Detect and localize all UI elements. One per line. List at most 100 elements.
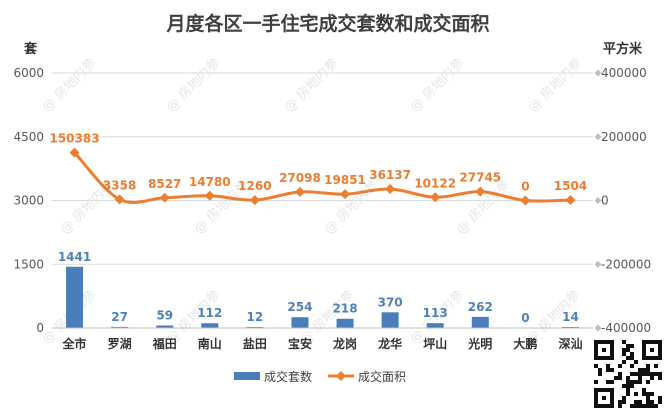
- right-tick-marker: [594, 69, 602, 77]
- qr-module: [618, 400, 622, 404]
- qr-finder-core: [650, 348, 654, 352]
- qr-module: [626, 384, 630, 388]
- x-tick-label: 龙华: [378, 336, 402, 351]
- qr-module: [630, 404, 634, 408]
- chart-title: 月度各区一手住宅成交套数和成交面积: [165, 12, 489, 35]
- qr-module: [594, 364, 598, 368]
- qr-module: [650, 404, 654, 408]
- qr-module: [626, 392, 630, 396]
- qr-module: [634, 404, 638, 408]
- qr-module: [638, 376, 642, 380]
- right-tick-label: -200000: [601, 257, 651, 271]
- left-tick-label: 6000: [13, 66, 44, 80]
- bar-data-label: 112: [197, 306, 222, 320]
- right-tick-label: 0: [601, 194, 609, 208]
- qr-module: [634, 392, 638, 396]
- legend-label-bar: 成交套数: [264, 369, 312, 384]
- qr-finder-core: [602, 396, 606, 400]
- qr-module: [658, 400, 662, 404]
- x-tick-label: 宝安: [288, 336, 312, 351]
- x-tick-label: 深汕: [558, 336, 582, 351]
- line-data-label: 0: [521, 180, 529, 194]
- qr-module: [622, 384, 626, 388]
- line-marker: [159, 192, 170, 203]
- qr-module: [634, 400, 638, 404]
- axes: 0 1500 3000 4500 6000 -400000 -200000 0 200000 40…: [13, 66, 651, 351]
- bar: [111, 326, 129, 328]
- line-marker: [475, 186, 486, 197]
- qr-module: [642, 404, 646, 408]
- qr-module: [606, 380, 610, 384]
- right-tick-marker: [594, 197, 602, 204]
- qr-module: [654, 404, 658, 408]
- qr-module: [606, 364, 610, 368]
- bar-data-label: 262: [468, 300, 493, 314]
- qr-module: [618, 372, 622, 376]
- bar: [291, 317, 309, 328]
- legend-label-line: 成交面积: [358, 369, 406, 384]
- x-tick-label: 罗湖: [108, 336, 132, 351]
- bar-data-label: 12: [247, 310, 264, 324]
- x-tick-label: 福田: [152, 336, 177, 351]
- qr-module: [618, 404, 622, 408]
- watermark: @ 房地内参: [453, 177, 513, 237]
- line-data-label: 150383: [49, 132, 99, 146]
- qr-module: [622, 340, 626, 344]
- qr-module: [642, 388, 646, 392]
- qr-module: [626, 380, 630, 384]
- watermark: @ 房地内参: [525, 55, 585, 115]
- qr-module: [658, 396, 662, 400]
- qr-module: [638, 380, 642, 384]
- qr-module: [622, 348, 626, 352]
- qr-finder-core: [602, 348, 606, 352]
- line-data-label: 8527: [148, 177, 181, 191]
- qr-module: [634, 380, 638, 384]
- qr-module: [630, 372, 634, 376]
- qr-module: [642, 368, 646, 372]
- qr-module: [634, 360, 638, 364]
- line-data-label: 36137: [369, 168, 411, 182]
- qr-module: [614, 376, 618, 380]
- qr-module: [646, 396, 650, 400]
- qr-module: [622, 352, 626, 356]
- x-tick-label: 大鹏: [513, 336, 537, 351]
- bar-data-label: 254: [287, 300, 312, 314]
- bar: [66, 266, 84, 328]
- line-marker: [430, 192, 441, 203]
- x-tick-label: 全市: [62, 336, 87, 351]
- qr-module: [630, 364, 634, 368]
- line-data-label: 1504: [554, 179, 587, 193]
- right-axis-unit: 平方米: [603, 41, 643, 57]
- line-marker: [114, 194, 125, 205]
- bar-data-label: 218: [333, 302, 358, 316]
- qr-module: [638, 372, 642, 376]
- line-data-label: 3358: [103, 178, 136, 192]
- right-tick-marker: [594, 324, 602, 332]
- watermark: @ 房地内参: [281, 55, 341, 115]
- legend: 成交套数 成交面积: [234, 369, 406, 384]
- qr-module: [626, 388, 630, 392]
- line-data-label: 14780: [189, 175, 231, 189]
- x-tick-label: 光明: [467, 336, 492, 351]
- qr-module: [646, 392, 650, 396]
- qr-module: [650, 392, 654, 396]
- line-series: [69, 147, 576, 206]
- bar: [426, 323, 444, 328]
- line-marker: [565, 195, 576, 206]
- bar: [336, 318, 354, 328]
- bar: [156, 325, 174, 328]
- bar-data-label: 113: [423, 306, 448, 320]
- right-tick-label: 400000: [601, 66, 647, 80]
- qr-module: [650, 376, 654, 380]
- qr-module: [642, 372, 646, 376]
- qr-module: [630, 384, 634, 388]
- line-marker: [340, 189, 351, 200]
- x-tick-label: 坪山: [423, 336, 447, 351]
- left-tick-label: 3000: [13, 194, 44, 208]
- qr-code: [594, 340, 662, 408]
- bar: [381, 312, 399, 328]
- qr-module: [646, 380, 650, 384]
- qr-module: [654, 372, 658, 376]
